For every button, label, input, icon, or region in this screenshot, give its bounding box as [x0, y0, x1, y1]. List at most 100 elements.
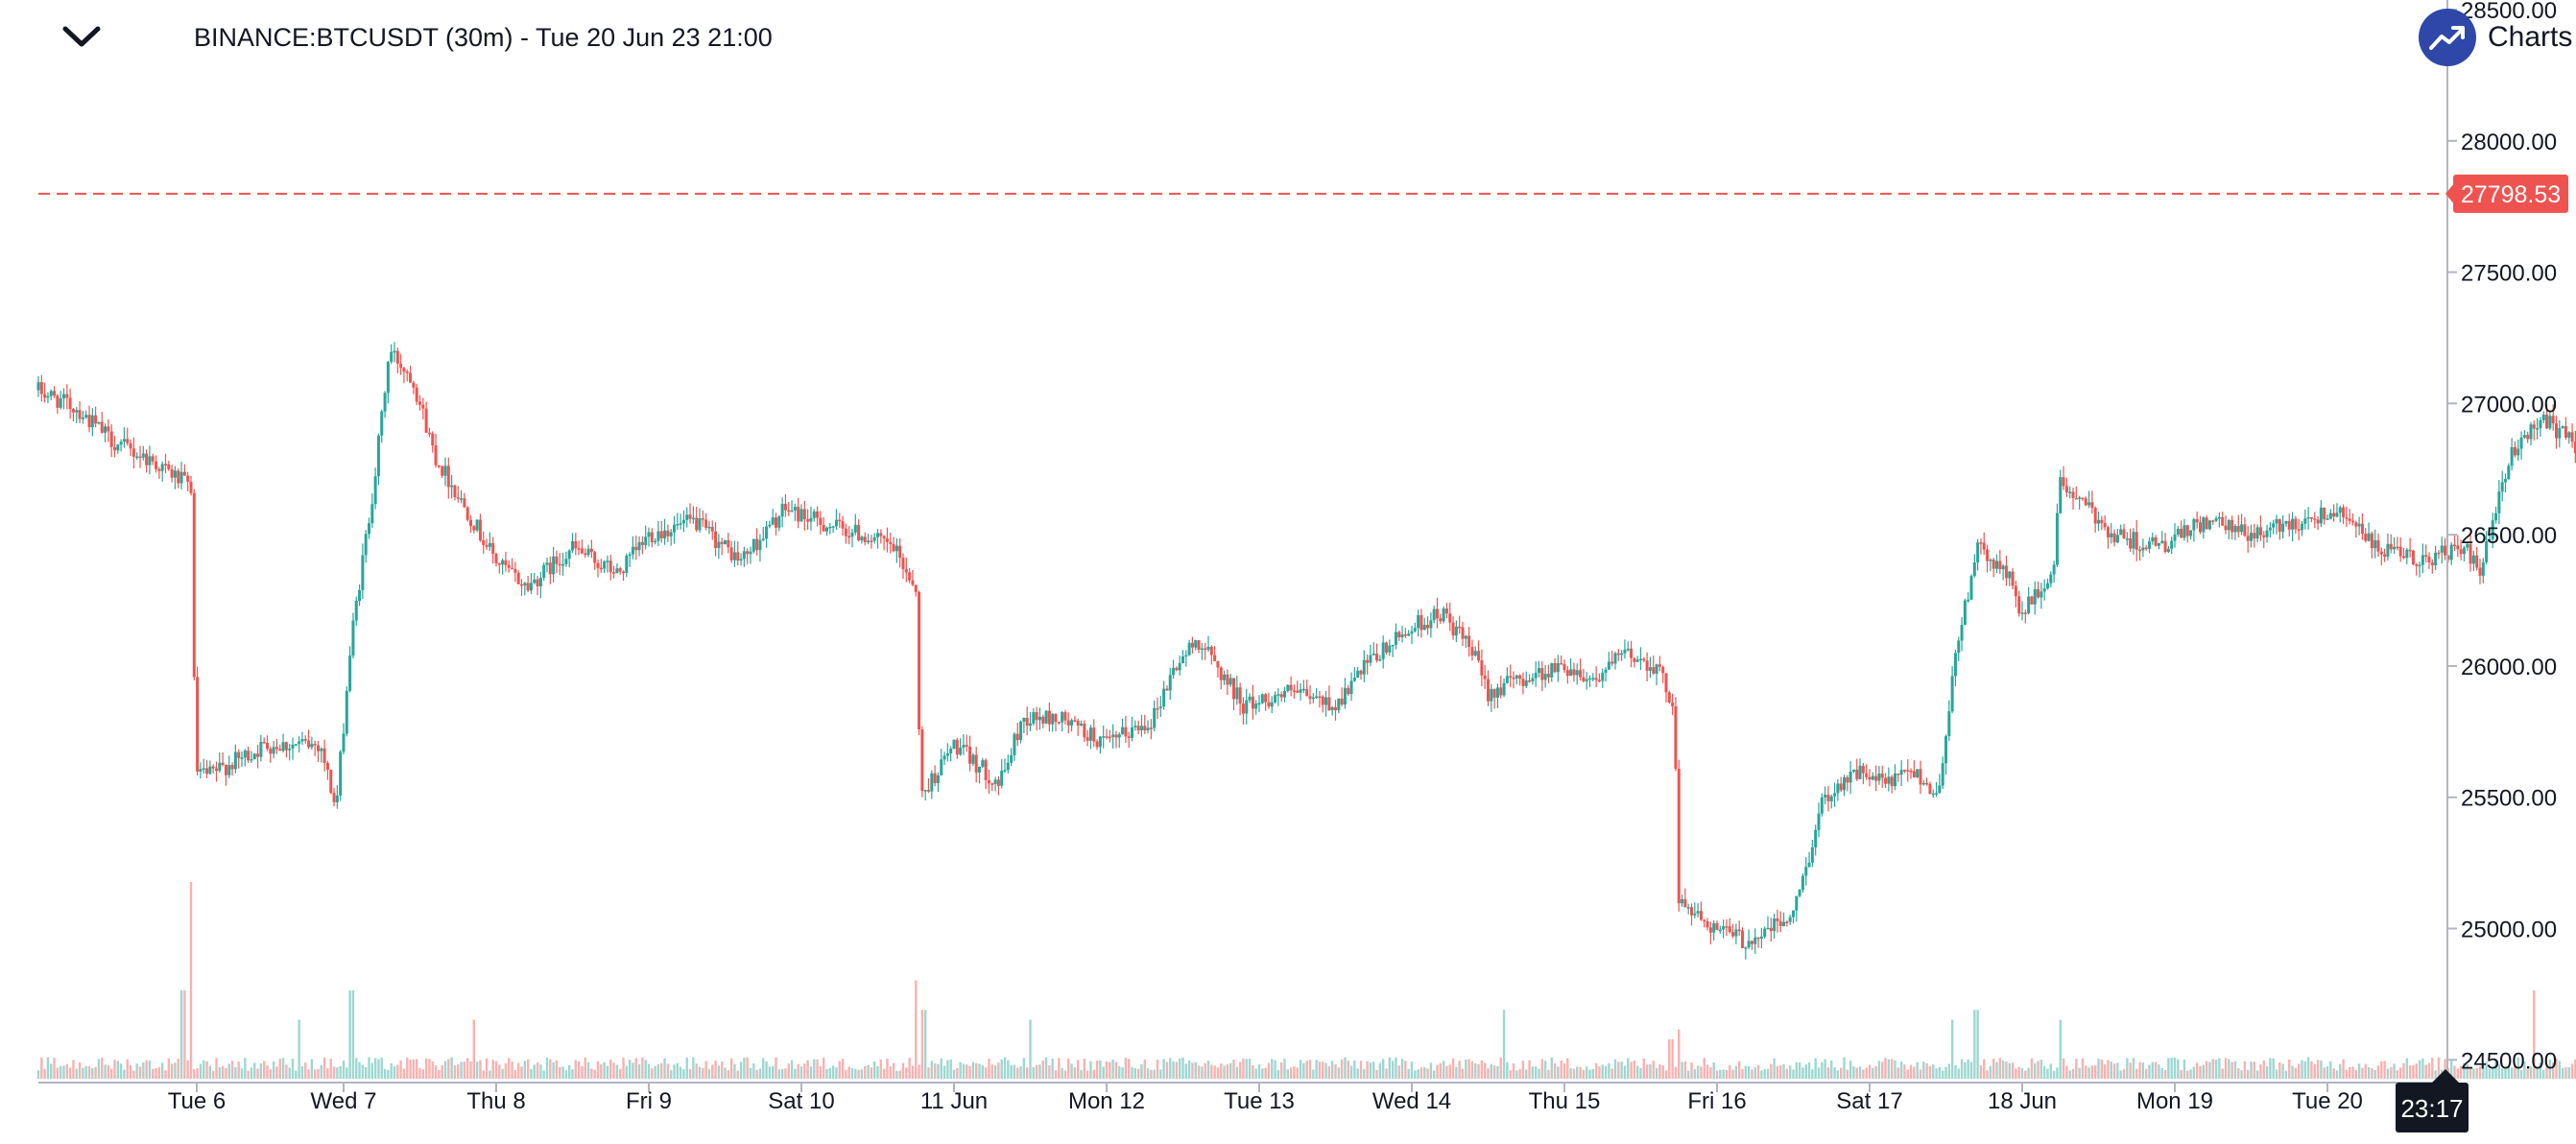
- volume-bar: [2132, 1058, 2135, 1079]
- volume-bar: [1423, 1067, 1426, 1079]
- volume-bar: [2199, 1065, 2202, 1079]
- volume-bar: [775, 1057, 777, 1079]
- candle-body-down: [1327, 697, 1331, 711]
- candle-body-up: [1422, 625, 1426, 631]
- candle-body-down: [2526, 435, 2530, 440]
- volume-bar: [637, 1063, 641, 1079]
- candle-body-down: [996, 779, 1000, 786]
- volume-bar: [1124, 1058, 1128, 1079]
- candle-body-up: [923, 790, 927, 792]
- volume-bar: [555, 1060, 559, 1079]
- candle-body-down: [247, 751, 250, 761]
- candle-body-down: [555, 556, 559, 564]
- volume-bar: [634, 1058, 637, 1079]
- volume-bar: [920, 1010, 924, 1079]
- candle-body-down: [2555, 423, 2558, 439]
- volume-bar: [1989, 1065, 1992, 1079]
- volume-bar: [1455, 1066, 1458, 1079]
- candle-body-up: [1407, 633, 1411, 636]
- candle-body-down: [399, 364, 403, 369]
- volume-bar: [971, 1061, 975, 1079]
- volume-bar: [1490, 1063, 1493, 1079]
- volume-bar: [281, 1058, 285, 1079]
- candle-body-down: [1658, 664, 1661, 667]
- volume-bar: [2250, 1061, 2253, 1079]
- collapse-button[interactable]: [58, 19, 106, 58]
- volume-bar: [539, 1064, 542, 1079]
- volume-bar: [1734, 1065, 1738, 1079]
- volume-bar: [1521, 1061, 1525, 1079]
- candle-body-down: [1610, 661, 1614, 664]
- volume-bar: [1156, 1060, 1159, 1079]
- volume-bar: [109, 1068, 113, 1079]
- candle-body-down: [1403, 633, 1407, 636]
- volume-bar: [2367, 1067, 2371, 1079]
- candle-body-up: [1515, 675, 1518, 679]
- candle-body-up: [173, 470, 177, 478]
- volume-bar: [1477, 1063, 1480, 1079]
- volume-bar: [2182, 1059, 2186, 1079]
- volume-bar: [1731, 1069, 1734, 1079]
- time-axis[interactable]: Tue 6 Wed 7 Thu 8 Fri 9 Sat 10 11 Jun Mon 12 Tu…: [168, 1083, 2363, 1114]
- candle-body-up: [2033, 588, 2037, 605]
- volume-bar: [1550, 1057, 1553, 1079]
- candle-body-up: [488, 542, 491, 547]
- candle-body-up: [742, 551, 746, 560]
- brand-link[interactable]: Charts: [2419, 6, 2572, 69]
- candle-body-up: [361, 555, 365, 591]
- volume-bar: [654, 1065, 656, 1079]
- candle-body-up: [673, 524, 676, 533]
- candle-body-up: [1051, 713, 1055, 725]
- candle-body-up: [1464, 635, 1467, 639]
- volume-bar: [418, 1067, 421, 1079]
- candle-body-up: [1315, 696, 1319, 699]
- candle-body-up: [2548, 416, 2552, 429]
- volume-bar: [857, 1069, 860, 1079]
- candle-body-down: [1105, 736, 1109, 738]
- candle-body-up: [358, 590, 362, 602]
- candle-body-up: [533, 579, 537, 584]
- volume-bar: [298, 1019, 300, 1079]
- candle-body-down: [1769, 927, 1773, 932]
- candle-body-up: [1858, 765, 1862, 779]
- candle-body-up: [2485, 541, 2489, 562]
- volume-bar: [841, 1059, 845, 1079]
- volume-bar: [2126, 1058, 2129, 1079]
- volume-bar: [1896, 1067, 1900, 1079]
- candle-body-up: [135, 456, 139, 459]
- volume-bar: [1855, 1067, 1858, 1079]
- volume-bar: [1264, 1067, 1267, 1079]
- volume-bar: [457, 1064, 460, 1079]
- candle-body-down: [847, 536, 851, 538]
- candle-body-up: [1194, 640, 1198, 648]
- volume-bar: [2186, 1070, 2189, 1079]
- candle-body-down: [1896, 774, 1900, 775]
- candle-body-up: [345, 690, 348, 734]
- volume-bar: [956, 1067, 959, 1079]
- candle-body-down: [1560, 663, 1563, 665]
- volume-bar: [1849, 1061, 1852, 1079]
- candle-body-up: [1490, 688, 1493, 702]
- volume-bar: [612, 1062, 615, 1079]
- candle-body-up: [2052, 564, 2056, 575]
- volume-bar: [2020, 1067, 2024, 1079]
- volume-bar: [1903, 1064, 1906, 1079]
- volume-bar: [2383, 1061, 2386, 1079]
- candle-body-up: [825, 527, 828, 532]
- candle-body-up: [49, 391, 53, 396]
- price-axis[interactable]: 24500.0025000.0025500.0026000.0026500.00…: [2447, 0, 2557, 1074]
- candle-body-down: [224, 765, 227, 775]
- volume-bar: [1725, 1070, 1729, 1079]
- volume-bar: [380, 1058, 383, 1079]
- candle-body-down: [2062, 477, 2065, 487]
- volume-bar: [2421, 1058, 2424, 1079]
- volume-bar: [1967, 1060, 1969, 1079]
- volume-bar: [1121, 1067, 1124, 1079]
- volume-bar: [1922, 1061, 1925, 1079]
- candle-body-down: [612, 572, 616, 574]
- candle-body-down: [1645, 660, 1649, 671]
- volume-bar: [516, 1062, 520, 1079]
- volume-bar: [2211, 1059, 2214, 1079]
- volume-bar: [1252, 1065, 1254, 1079]
